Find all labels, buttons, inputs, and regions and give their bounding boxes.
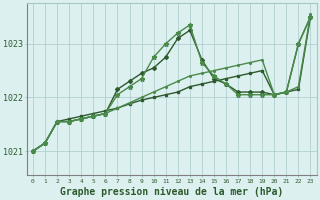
X-axis label: Graphe pression niveau de la mer (hPa): Graphe pression niveau de la mer (hPa) <box>60 186 284 197</box>
